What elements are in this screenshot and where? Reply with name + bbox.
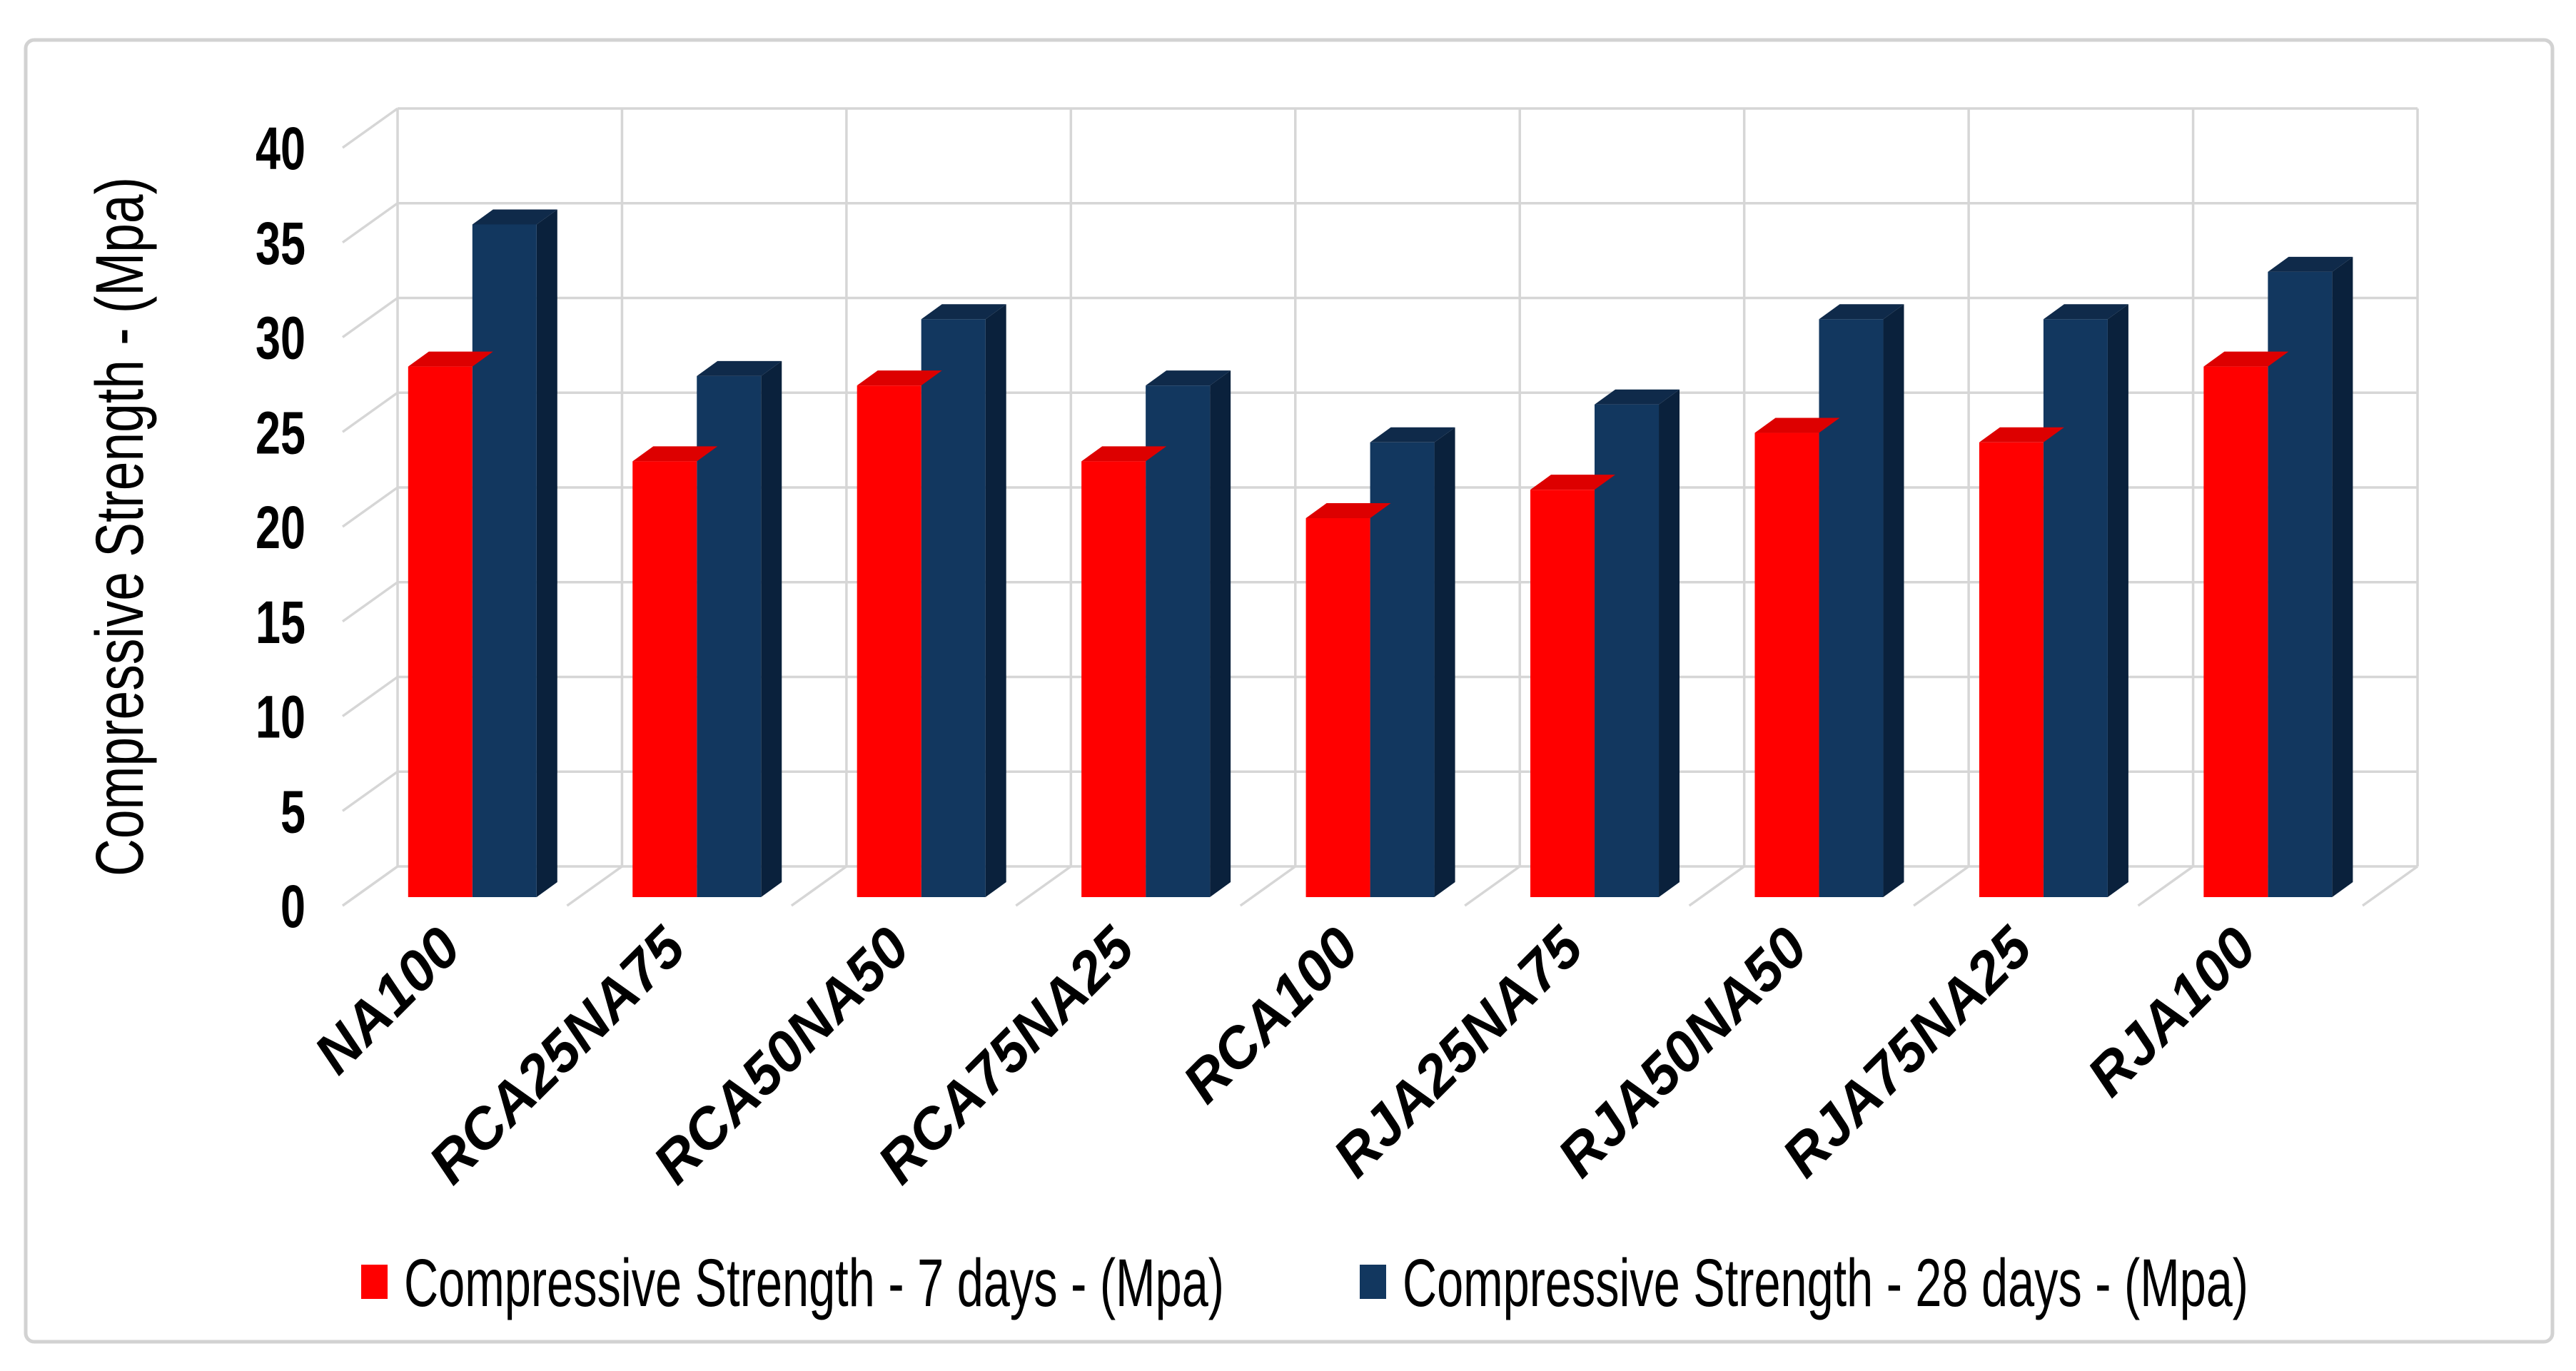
y-tick-30 [341, 297, 399, 338]
x-tick-7 [1913, 865, 1970, 907]
bar-7days-NA100-top [408, 351, 493, 367]
y-tick-35 [341, 202, 399, 244]
bar-28days-RCA75NA25-side [1210, 370, 1231, 897]
bar-28days-RJA50NA50-side [1883, 304, 1904, 898]
y-tick-15 [341, 581, 399, 623]
legend-swatch-28days [1360, 1265, 1386, 1299]
bars-group [408, 209, 2353, 898]
bar-7days-RJA75NA25-front [1979, 442, 2044, 897]
bar-28days-RJA75NA25-side [2107, 304, 2128, 898]
bar-28days-RCA100-top [1370, 427, 1455, 442]
bar-28days-RJA100-front [2268, 271, 2333, 898]
y-tick-label-25: 25 [256, 399, 305, 466]
x-tick-8 [2137, 865, 2194, 907]
y-tick-label-5: 5 [281, 778, 305, 845]
bar-28days-RCA75NA25-top [1146, 370, 1231, 386]
bar-7days-RJA25NA75-top [1530, 475, 1616, 490]
legend-label-7days: Compressive Strength - 7 days - (Mpa) [404, 1245, 1224, 1321]
y-tick-label-30: 30 [256, 305, 305, 372]
bar-7days-RCA100-top [1305, 503, 1391, 518]
bar-7days-RJA75NA25-top [1979, 427, 2064, 442]
bar-28days-RJA25NA75-top [1595, 389, 1680, 405]
bar-group-RJA25NA75 [1530, 389, 1680, 897]
figure-border [24, 38, 2555, 1344]
bar-28days-RJA50NA50-top [1819, 304, 1904, 320]
x-tick-4 [1239, 865, 1296, 907]
bar-7days-RCA25NA75-top [632, 446, 718, 462]
bar-28days-RJA25NA75-front [1595, 404, 1660, 897]
bar-7days-RJA50NA50-front [1754, 432, 1819, 897]
bar-7days-RCA25NA75-front [632, 461, 697, 897]
bar-28days-RJA50NA50-front [1819, 319, 1884, 898]
bar-group-RJA75NA25 [1979, 304, 2128, 898]
bar-28days-RJA25NA75-side [1659, 389, 1680, 897]
y-tick-label-35: 35 [256, 210, 305, 277]
y-tick-label-20: 20 [256, 494, 305, 561]
bar-group-RCA50NA50 [857, 304, 1006, 898]
bar-28days-RCA75NA25-front [1146, 385, 1211, 897]
bar-7days-RCA50NA50-top [857, 370, 942, 386]
bar-28days-RCA100-front [1370, 442, 1435, 897]
y-axis-tick-labels: 0 5 10 15 20 25 30 35 40 [256, 115, 305, 940]
legend-item: Compressive Strength - 28 days - (Mpa) [1360, 1245, 2248, 1321]
bar-7days-RCA75NA25-top [1081, 446, 1167, 462]
y-tick-10 [341, 676, 399, 717]
y-axis-title: Compressive Strength - (Mpa) [82, 177, 158, 876]
bar-28days-NA100-top [472, 209, 557, 225]
y-tick-label-15: 15 [256, 589, 305, 656]
bar-7days-RJA25NA75-front [1530, 490, 1595, 897]
legend-label-28days: Compressive Strength - 28 days - (Mpa) [1403, 1245, 2248, 1321]
category-label-RCA100: RCA100 [1171, 915, 1370, 1115]
bar-28days-RCA25NA75-top [697, 360, 782, 376]
bar-7days-RCA100-front [1305, 518, 1370, 897]
bar-28days-RJA75NA25-top [2043, 304, 2128, 320]
bar-28days-RJA100-side [2332, 256, 2353, 898]
y-tick-5 [341, 770, 399, 812]
x-tick-5 [1464, 865, 1521, 907]
bar-7days-RCA50NA50-front [857, 385, 921, 897]
bar-group-RJA50NA50 [1754, 304, 1904, 898]
bar-7days-RCA75NA25-front [1081, 461, 1146, 897]
category-label-RJA100: RJA100 [2075, 915, 2268, 1108]
x-tick-9 [2361, 865, 2419, 907]
bar-28days-RJA75NA25-front [2043, 319, 2108, 898]
bar-28days-NA100-side [536, 209, 557, 898]
bar-28days-RCA50NA50-front [921, 319, 986, 898]
y-tick-25 [341, 391, 399, 433]
bar-28days-NA100-front [472, 224, 537, 898]
y-tick-40 [341, 107, 399, 149]
bar-28days-RJA100-top [2268, 256, 2353, 272]
legend: Compressive Strength - 7 days - (Mpa) Co… [361, 1245, 2248, 1321]
y-tick-label-10: 10 [256, 684, 305, 751]
bar-7days-RJA50NA50-top [1754, 418, 1840, 433]
bar-7days-RJA100-top [2203, 351, 2289, 367]
y-tick-label-0: 0 [281, 873, 305, 940]
x-tick-3 [1015, 865, 1072, 907]
legend-swatch-7days [361, 1265, 388, 1299]
category-label-NA100: NA100 [302, 915, 473, 1086]
x-tick-6 [1688, 865, 1745, 907]
x-tick-2 [790, 865, 847, 907]
bar-28days-RCA25NA75-front [697, 375, 762, 897]
y-tick-20 [341, 486, 399, 528]
x-tick-1 [566, 865, 623, 907]
bar-group-RCA75NA25 [1081, 370, 1231, 897]
bar-group-NA100 [408, 209, 557, 898]
legend-item: Compressive Strength - 7 days - (Mpa) [361, 1245, 1224, 1321]
bar-group-RCA100 [1305, 427, 1455, 897]
bar-28days-RCA50NA50-side [985, 304, 1006, 898]
bar-28days-RCA25NA75-side [761, 360, 782, 897]
bar-group-RJA100 [2203, 256, 2353, 898]
x-tick-0 [341, 865, 399, 907]
bar-7days-NA100-front [408, 366, 473, 897]
bar-28days-RCA100-side [1434, 427, 1455, 897]
y-tick-label-40: 40 [256, 115, 305, 182]
bar-28days-RCA50NA50-top [921, 304, 1006, 320]
bar-group-RCA25NA75 [632, 360, 782, 897]
bar-7days-RJA100-front [2203, 366, 2268, 897]
